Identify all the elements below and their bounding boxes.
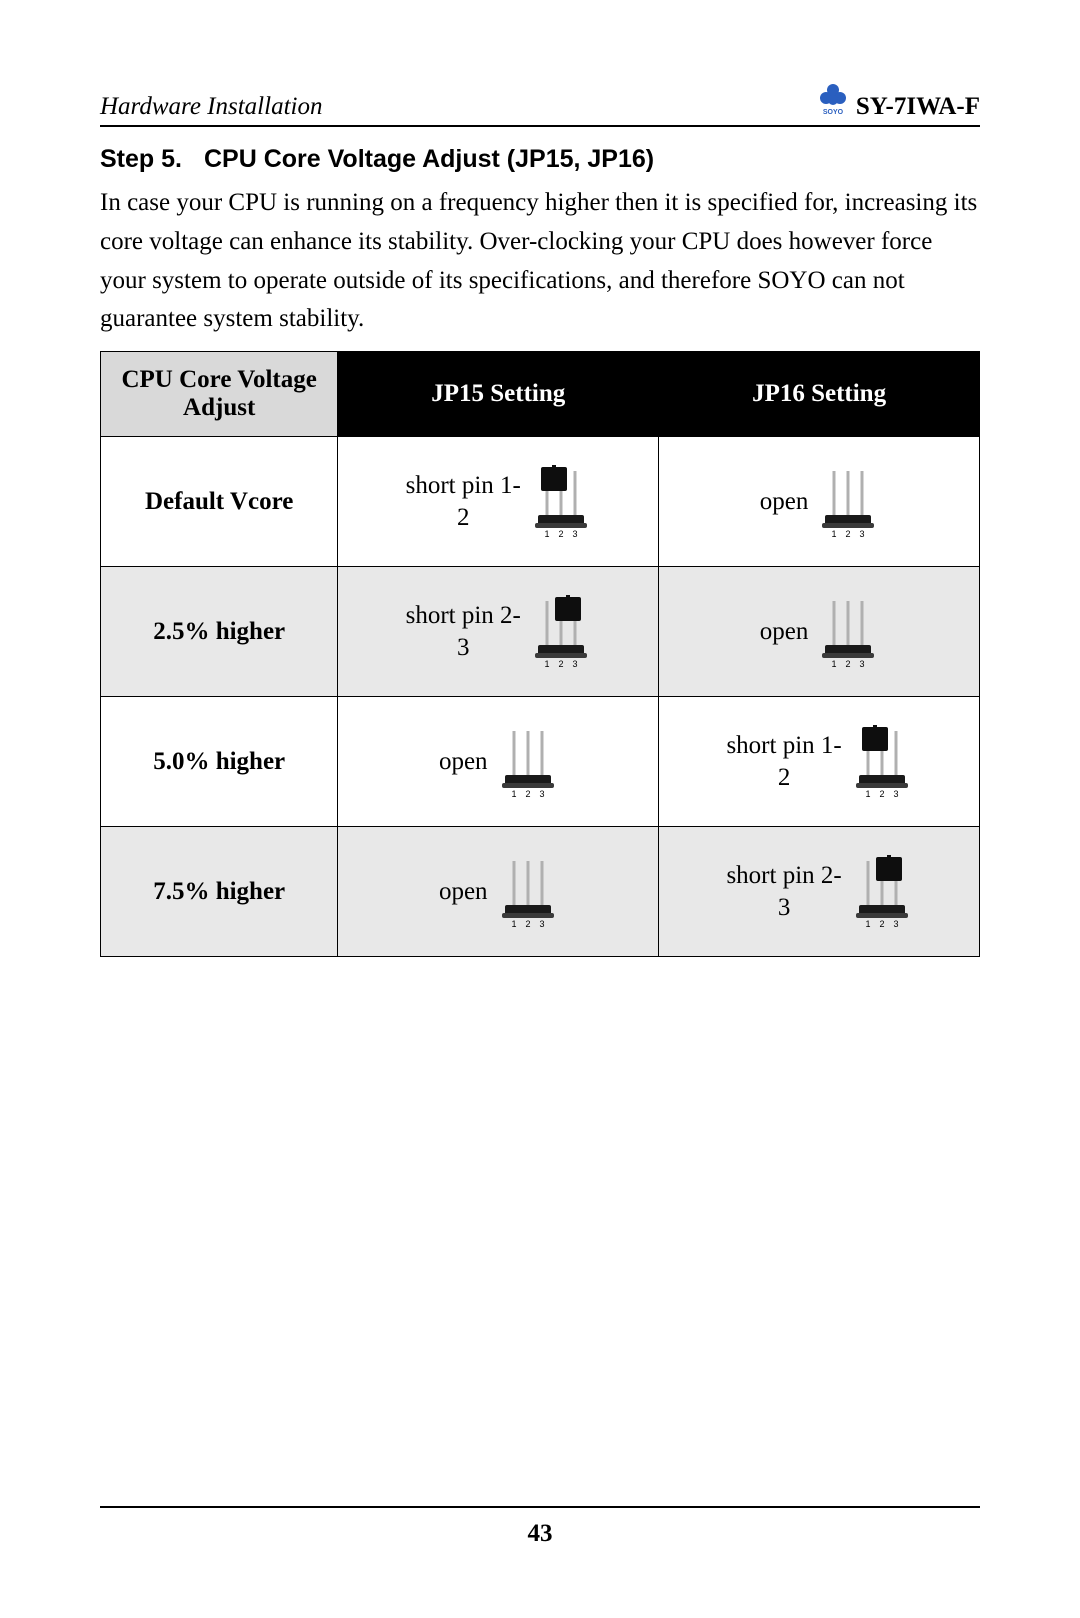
jp16-text: open bbox=[760, 616, 809, 647]
svg-text:3: 3 bbox=[572, 529, 577, 537]
svg-text:SOYO: SOYO bbox=[823, 109, 844, 116]
table-row: 5.0% higher open 1 2 3 short pin 1- 2 1 2 3 bbox=[101, 697, 980, 827]
header-right: SOYO SY-7IWA-F bbox=[816, 80, 980, 121]
svg-text:1: 1 bbox=[832, 529, 837, 537]
svg-text:3: 3 bbox=[893, 789, 898, 797]
jp16-text: open bbox=[760, 486, 809, 517]
svg-text:1: 1 bbox=[511, 789, 516, 797]
row-label: Default Vcore bbox=[101, 437, 338, 567]
header-model: SY-7IWA-F bbox=[856, 93, 980, 121]
page-number: 43 bbox=[0, 1520, 1080, 1548]
page-header: Hardware Installation SOYO SY-7IWA-F bbox=[100, 80, 980, 127]
table-row: Default Vcore short pin 1- 2 1 2 3 open 1 2 3 bbox=[101, 437, 980, 567]
svg-text:2: 2 bbox=[558, 659, 563, 667]
svg-text:1: 1 bbox=[865, 789, 870, 797]
svg-text:2: 2 bbox=[558, 529, 563, 537]
svg-text:2: 2 bbox=[846, 659, 851, 667]
svg-text:2: 2 bbox=[846, 529, 851, 537]
jp15-cell: open 1 2 3 bbox=[338, 827, 659, 957]
jp16-cell: short pin 2- 3 1 2 3 bbox=[659, 827, 980, 957]
soyo-logo-icon: SOYO bbox=[816, 80, 850, 121]
row-label: 7.5% higher bbox=[101, 827, 338, 957]
svg-text:3: 3 bbox=[893, 919, 898, 927]
svg-text:3: 3 bbox=[860, 659, 865, 667]
jp15-cell: short pin 2- 3 1 2 3 bbox=[338, 567, 659, 697]
jumper-icon: 1 2 3 bbox=[531, 589, 591, 674]
jumper-icon: 1 2 3 bbox=[852, 849, 912, 934]
svg-text:3: 3 bbox=[539, 919, 544, 927]
table-header-row: CPU Core Voltage Adjust JP15 Setting JP1… bbox=[101, 352, 980, 437]
svg-text:1: 1 bbox=[832, 659, 837, 667]
jp16-text: short pin 1- 2 bbox=[726, 730, 841, 793]
jumper-icon: 1 2 3 bbox=[498, 719, 558, 804]
jp16-cell: short pin 1- 2 1 2 3 bbox=[659, 697, 980, 827]
jp16-cell: open 1 2 3 bbox=[659, 567, 980, 697]
svg-text:1: 1 bbox=[865, 919, 870, 927]
jp16-cell: open 1 2 3 bbox=[659, 437, 980, 567]
svg-text:1: 1 bbox=[511, 919, 516, 927]
table-row: 7.5% higher open 1 2 3 short pin 2- 3 1 2 3 bbox=[101, 827, 980, 957]
jp15-cell: open 1 2 3 bbox=[338, 697, 659, 827]
svg-text:3: 3 bbox=[572, 659, 577, 667]
table-header-jp15: JP15 Setting bbox=[338, 352, 659, 437]
jp15-text: open bbox=[439, 746, 488, 777]
table-header-jp16: JP16 Setting bbox=[659, 352, 980, 437]
jp15-cell: short pin 1- 2 1 2 3 bbox=[338, 437, 659, 567]
table-header-label: CPU Core Voltage Adjust bbox=[101, 352, 338, 437]
jumper-icon: 1 2 3 bbox=[818, 589, 878, 674]
svg-text:3: 3 bbox=[539, 789, 544, 797]
row-label: 2.5% higher bbox=[101, 567, 338, 697]
jumper-icon: 1 2 3 bbox=[818, 459, 878, 544]
svg-text:3: 3 bbox=[860, 529, 865, 537]
table-row: 2.5% higher short pin 2- 3 1 2 3 open 1 2 3 bbox=[101, 567, 980, 697]
voltage-table: CPU Core Voltage Adjust JP15 Setting JP1… bbox=[100, 351, 980, 957]
svg-text:2: 2 bbox=[879, 919, 884, 927]
svg-text:2: 2 bbox=[525, 919, 530, 927]
jp16-text: short pin 2- 3 bbox=[726, 860, 841, 923]
step-number: Step 5. bbox=[100, 145, 182, 174]
svg-text:1: 1 bbox=[544, 529, 549, 537]
jp15-text: short pin 2- 3 bbox=[406, 600, 521, 663]
svg-text:2: 2 bbox=[525, 789, 530, 797]
svg-text:2: 2 bbox=[879, 789, 884, 797]
jp15-text: open bbox=[439, 876, 488, 907]
jumper-icon: 1 2 3 bbox=[531, 459, 591, 544]
body-paragraph: In case your CPU is running on a frequen… bbox=[100, 184, 980, 339]
footer-rule bbox=[100, 1506, 980, 1508]
step-title: Step 5. CPU Core Voltage Adjust (JP15, JP… bbox=[100, 145, 980, 174]
jp15-text: short pin 1- 2 bbox=[406, 470, 521, 533]
jumper-icon: 1 2 3 bbox=[852, 719, 912, 804]
row-label: 5.0% higher bbox=[101, 697, 338, 827]
jumper-icon: 1 2 3 bbox=[498, 849, 558, 934]
svg-text:1: 1 bbox=[544, 659, 549, 667]
header-section: Hardware Installation bbox=[100, 93, 322, 121]
step-heading: CPU Core Voltage Adjust (JP15, JP16) bbox=[204, 145, 654, 173]
